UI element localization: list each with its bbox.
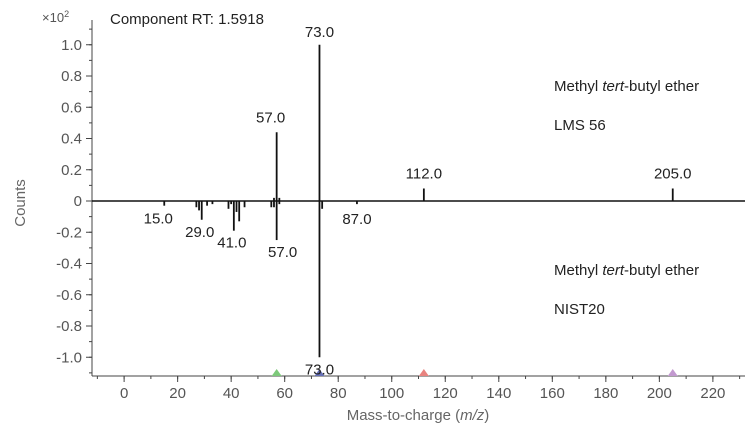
lower-spectrum-compound: Methyl tert-butyl ether [554,262,699,279]
y-tick-label: 0.8 [61,68,82,85]
lower-peak-label: 15.0 [144,211,173,228]
y-tick-label: -0.2 [56,224,82,241]
peaks [163,44,674,358]
y-axis-title: Counts [12,179,29,227]
x-tick-label: 20 [169,385,186,402]
labels: 1.0 0.8 0.6 0.4 0.2 0 -0.2 -0.4 -0.6 -0.8 -1.0 0 20 4… [56,24,725,402]
x-tick-label: 40 [223,385,240,402]
y-scale-base: ×10 [42,10,64,25]
lower-compound-italic: tert [602,262,625,279]
y-tick-label: 0.2 [61,162,82,179]
y-scale-exponent: 2 [64,9,69,19]
y-tick-label: -1.0 [56,349,82,366]
lower-peak-label: 41.0 [217,235,246,252]
x-tick-label: 120 [433,385,458,402]
upper-compound-suffix: -butyl ether [624,78,699,95]
y-tick-label: -0.6 [56,287,82,304]
y-scale-factor: ×102 [42,9,69,25]
x-tick-label: 200 [647,385,672,402]
x-tick-label: 80 [330,385,347,402]
lower-spectrum-library: NIST20 [554,301,605,318]
x-tick-label: 140 [486,385,511,402]
x-tick-label: 220 [700,385,725,402]
mz-marker-triangle [271,369,282,376]
upper-spectrum-library: LMS 56 [554,117,606,134]
upper-compound-italic: tert [602,78,625,95]
x-tick-label: 160 [540,385,565,402]
axes [91,20,745,377]
upper-peak-label: 112.0 [406,166,442,183]
upper-peak-label: 73.0 [305,24,334,41]
x-tick-label: 100 [379,385,404,402]
y-tick-label: 0 [74,193,82,210]
mz-marker-triangle [667,369,678,376]
upper-peak-label: 205.0 [654,166,692,183]
x-axis-title-prefix: Mass-to-charge ( [347,407,460,424]
mz-marker-triangle [418,369,429,376]
mz-marker-triangle [314,369,325,376]
chart-title: Component RT: 1.5918 [110,11,264,28]
y-tick-label: -0.8 [56,318,82,335]
tick-marks [86,28,741,382]
x-tick-label: 0 [120,385,128,402]
upper-peak-label: 57.0 [256,109,285,126]
axis-markers [271,369,678,376]
upper-spectrum-compound: Methyl tert-butyl ether [554,78,699,95]
lower-compound-suffix: -butyl ether [624,262,699,279]
y-tick-label: 1.0 [61,37,82,54]
lower-peak-label: 87.0 [342,211,371,228]
upper-compound-prefix: Methyl [554,78,602,95]
y-tick-label: 0.6 [61,99,82,116]
lower-peak-label: 29.0 [185,224,214,241]
x-axis-title-suffix: ) [484,407,489,424]
y-tick-label: 0.4 [61,131,82,148]
x-tick-label: 60 [276,385,293,402]
x-axis-title: Mass-to-charge (m/z) [347,407,490,424]
lower-peak-label: 57.0 [268,244,297,261]
x-axis-title-italic: m/z [460,407,485,424]
lower-peak-label: 73.0 [305,361,334,378]
x-tick-label: 180 [593,385,618,402]
lower-compound-prefix: Methyl [554,262,602,279]
y-tick-label: -0.4 [56,256,82,273]
